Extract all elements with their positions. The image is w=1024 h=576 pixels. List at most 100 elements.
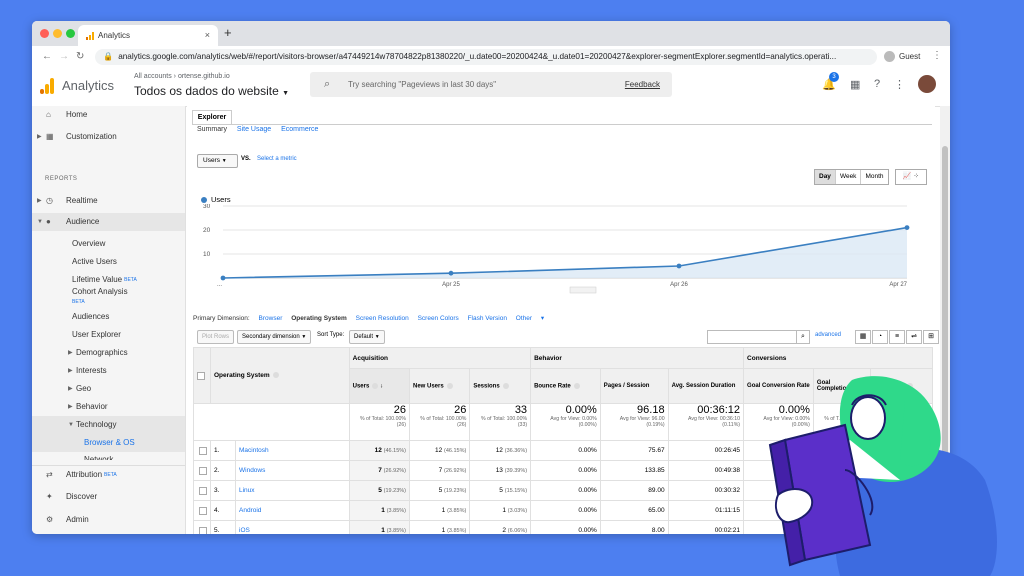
col-bounce-rate[interactable]: Bounce Rate [530,368,601,404]
os-name-link[interactable]: Windows [235,460,350,481]
row-checkbox[interactable] [199,466,207,475]
forward-icon[interactable]: → [59,51,69,62]
notifications-icon[interactable]: 🔔 [822,79,836,91]
table-search-icon[interactable]: ⌕ [796,330,810,344]
tab-close-icon[interactable]: × [204,30,210,40]
sidebar-item-active-users[interactable]: Active Users [32,253,185,271]
profile-button[interactable]: Guest [884,50,920,64]
sidebar-item-admin[interactable]: ⚙ Admin [32,511,185,529]
dimension-screen-resolution[interactable]: Screen Resolution [355,315,409,322]
more-menu-icon[interactable]: ⋮ [894,79,905,91]
caret-down-icon: ▼ [37,219,43,225]
scrollbar[interactable] [940,106,950,534]
day-button[interactable]: Day [815,170,836,184]
minimize-window-icon[interactable] [53,29,62,38]
sidebar-item-realtime[interactable]: ▶ ◷ Realtime [32,192,185,210]
sidebar-item-network[interactable]: Network [32,452,185,460]
sidebar-item-overview[interactable]: Overview [32,235,185,253]
goal-value-cell [869,500,934,521]
sidebar-item-cohort-analysis[interactable]: Cohort Analysis BETA [32,287,185,305]
week-button[interactable]: Week [836,170,862,184]
advanced-filter-link[interactable]: advanced [815,332,842,338]
data-view-icon[interactable]: ▦ [855,330,871,344]
sidebar-item-audience[interactable]: ▼ ● Audience [32,213,185,231]
search-box[interactable]: ⌕ Try searching "Pageviews in last 30 da… [310,72,672,97]
sidebar-item-browser-os[interactable]: Browser & OS [32,434,185,452]
metric-dropdown[interactable]: Users ▼ [197,154,238,168]
url-input[interactable]: 🔒 analytics.google.com/analytics/web/#/re… [95,49,877,65]
new-tab-button[interactable]: + [224,25,232,40]
plot-rows-button[interactable]: Plot Rows [197,330,235,344]
sidebar-item-attribution[interactable]: ⇄ Attribution BETA [32,465,185,484]
chart-type-toggle[interactable]: 📈 ⁘ [895,169,927,185]
pie-view-icon[interactable]: ◔ [872,330,888,344]
dimension-screen-colors[interactable]: Screen Colors [417,315,459,322]
os-name-link[interactable]: Linux [235,480,350,501]
select-metric-link[interactable]: Select a metric [257,156,297,162]
feedback-link[interactable]: Feedback [624,80,660,89]
col-new-users[interactable]: New Users [408,368,471,404]
help-icon [372,382,379,389]
month-button[interactable]: Month [865,173,884,180]
os-column-header[interactable]: Operating System [210,347,350,404]
subtab-site-usage[interactable]: Site Usage [236,126,272,133]
sidebar-item-behavior[interactable]: ▶ Behavior [32,398,185,416]
sort-type-dropdown[interactable]: Default ▼ [349,330,385,344]
col-pages-session[interactable]: Pages / Session [599,368,669,404]
sidebar-item-audiences[interactable]: Audiences [32,308,185,326]
select-all-checkbox[interactable] [197,371,205,380]
analytics-favicon-icon [86,32,94,40]
col-sessions[interactable]: Sessions [469,368,532,404]
tab-explorer[interactable]: Explorer [192,110,232,125]
row-checkbox[interactable] [199,486,207,495]
dimension-flash-version[interactable]: Flash Version [467,315,507,322]
row-checkbox[interactable] [199,506,207,515]
scrollbar-thumb[interactable] [942,146,948,506]
os-name-link[interactable]: Android [235,500,350,521]
sidebar-item-home[interactable]: ⌂ Home [32,106,185,124]
sidebar-item-demographics[interactable]: ▶ Demographics [32,344,185,362]
col-goal-completions[interactable]: Goal Completions [812,368,871,404]
dimension-operating-system[interactable]: Operating System [291,315,347,322]
browser-menu-icon[interactable]: ⋮ [932,50,942,61]
property-selector[interactable]: Todos os dados do website ▼ [134,84,289,98]
dimension-other[interactable]: Other ▾ [516,315,551,322]
os-name-link[interactable]: iOS [235,520,350,534]
sidebar-item-customization[interactable]: ▶ ▦ Customization [32,128,185,146]
col-avg-session-duration[interactable]: Avg. Session Duration [667,368,745,404]
performance-view-icon[interactable]: ≡ [889,330,905,344]
os-name-link[interactable]: Macintosh [235,440,350,461]
avatar[interactable] [918,75,936,93]
reload-icon[interactable]: ↻ [76,51,85,62]
maximize-window-icon[interactable] [66,29,75,38]
sidebar-item-interests[interactable]: ▶ Interests [32,362,185,380]
col-goal-conversion-rate[interactable]: Goal Conversion Rate [743,368,814,404]
sidebar-item-geo[interactable]: ▶ Geo [32,380,185,398]
row-checkbox[interactable] [199,446,207,455]
sidebar-item-technology[interactable]: ▼ Technology [32,416,185,434]
caret-right-icon: ▶ [37,198,42,204]
table-search-input[interactable] [707,330,797,344]
comparison-view-icon[interactable]: ⇌ [906,330,922,344]
subtab-ecommerce[interactable]: Ecommerce [281,126,319,133]
apps-grid-icon[interactable]: ▦ [850,79,861,91]
row-checkbox[interactable] [199,526,207,534]
duration-cell: 01:11:15 [667,500,745,521]
sidebar-item-lifetime-value[interactable]: Lifetime Value BETA [32,271,185,289]
duration-cell: 00:26:45 [667,440,745,461]
browser-tab[interactable]: Analytics × [78,25,218,46]
help-icon[interactable]: ? [874,78,881,90]
col-users[interactable]: Users ↓ [348,368,410,404]
cell-value: 1 [381,527,385,534]
sidebar-item-user-explorer[interactable]: User Explorer [32,326,185,344]
pivot-view-icon[interactable]: ⊞ [923,330,939,344]
back-icon[interactable]: ← [42,51,52,62]
close-window-icon[interactable] [40,29,49,38]
dimension-browser[interactable]: Browser [258,315,283,322]
col-goal-value[interactable]: Goal Value [869,368,934,404]
secondary-dimension-dropdown[interactable]: Secondary dimension ▼ [237,330,312,344]
subtab-summary[interactable]: Summary [197,126,227,133]
sidebar-item-discover[interactable]: ✦ Discover [32,488,185,506]
total-cell: 0.00% Avg for View: 0.00% (0.00%) [530,403,601,441]
account-breadcrumb[interactable]: All accounts › ortense.github.io [134,73,230,80]
